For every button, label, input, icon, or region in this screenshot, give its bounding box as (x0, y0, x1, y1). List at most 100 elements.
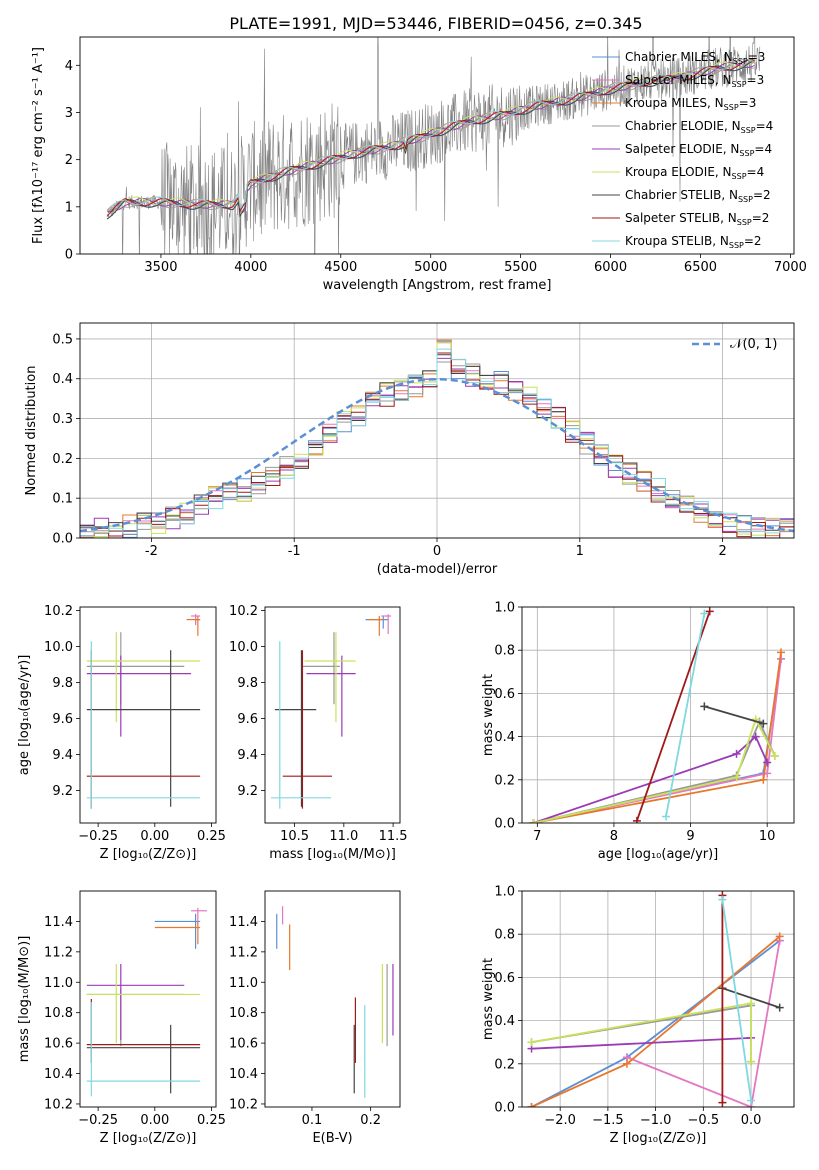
x-axis-label: age [log₁₀(age/yr)] (598, 847, 719, 862)
y-tick-label: 9.4 (52, 748, 73, 763)
y-tick-label: 11.2 (44, 945, 73, 960)
weight-marker (527, 1038, 536, 1047)
y-tick-label: 9.8 (52, 676, 73, 691)
plot-area (86, 907, 207, 1097)
x-tick-label: 2 (718, 544, 726, 559)
x-tick-label: 0.0 (741, 1113, 762, 1128)
x-tick-label: 10.5 (280, 829, 309, 844)
y-tick-label: 10.6 (229, 1037, 258, 1052)
y-tick-label: 1.0 (494, 885, 515, 900)
model-fit-line (106, 58, 755, 212)
normal-curve (80, 377, 794, 533)
weight-marker (705, 607, 714, 616)
x-tick-label: 10 (759, 829, 776, 844)
y-tick-label: 0.4 (494, 730, 515, 745)
y-tick-label: 11.0 (229, 976, 258, 991)
x-tick-label: 4000 (234, 260, 267, 275)
x-tick-label: 6000 (594, 260, 627, 275)
weight-marker (759, 775, 768, 784)
weight-marker (776, 648, 785, 657)
axes-frame (79, 322, 795, 539)
plot-area (106, 37, 761, 254)
weight-marker (527, 1103, 536, 1107)
chart-mass-vs-EBV: 0.1 0.2 10.2 10.4 10.6 10.8 11.0 11.2 11.4 E(B-V) (229, 890, 401, 1146)
histogram-step (80, 348, 794, 535)
plot-area (80, 323, 794, 538)
weight-line (626, 940, 781, 1107)
axes-frame (264, 890, 401, 1108)
y-tick-label: 0.8 (494, 928, 515, 943)
y-tick-label: 0.0 (494, 817, 515, 832)
weight-marker (662, 812, 671, 821)
weight-line (704, 705, 764, 725)
x-tick-label: 0 (433, 544, 441, 559)
model-fit-line (106, 60, 755, 216)
y-tick-label: 0.8 (494, 644, 515, 659)
x-tick-label: 11.5 (379, 829, 408, 844)
x-axis-label: mass [log₁₀(M/M⊙)] (269, 847, 396, 862)
legend-label: Kroupa MILES, NSSP=3 (625, 96, 756, 112)
y-tick-label: 0.1 (52, 492, 73, 507)
y-tick-label: 3 (65, 106, 73, 121)
x-tick-label: -2 (145, 544, 158, 559)
weight-marker (775, 1003, 784, 1012)
legend-label: Kroupa ELODIE, NSSP=4 (625, 165, 764, 181)
y-tick-label: 1.0 (494, 601, 515, 616)
x-tick-label: −1.0 (640, 1113, 672, 1128)
x-axis-label: (data-model)/error (377, 562, 498, 577)
x-axis-label: wavelength [Angstrom, rest frame] (323, 278, 552, 293)
x-tick-label: 4500 (324, 260, 357, 275)
y-axis-label: mass weight (481, 674, 496, 756)
weight-line (531, 1037, 752, 1050)
axes-frame (79, 36, 795, 255)
chart-residual-histogram: -2 -1 0 1 2 0.0 0.1 0.2 0.3 0.4 0.5 𝒩(0, 1) (data-mo… (24, 322, 795, 577)
y-tick-label: 10.2 (229, 1097, 258, 1112)
legend-label: Chabrier MILES, NSSP=3 (625, 50, 765, 66)
y-tick-label: 0.0 (494, 1101, 515, 1116)
weight-marker (732, 773, 741, 782)
x-tick-label: 0.00 (140, 1113, 169, 1128)
x-tick-label: 7 (533, 829, 541, 844)
plot-area (276, 906, 394, 1098)
weight-marker (700, 609, 709, 618)
model-fit-line (106, 62, 755, 216)
x-tick-label: −0.25 (78, 829, 118, 844)
weight-marker (770, 752, 779, 761)
y-tick-label: 9.2 (52, 784, 73, 799)
y-tick-label: 0.3 (52, 412, 73, 427)
y-tick-label: 10.2 (44, 604, 73, 619)
y-tick-label: 1 (65, 200, 73, 215)
weight-marker (732, 749, 741, 758)
x-axis-label: E(B-V) (312, 1131, 352, 1146)
y-tick-label: 0.6 (494, 687, 515, 702)
x-tick-label: 0.1 (302, 1113, 323, 1128)
plot-area (522, 891, 794, 1107)
weight-marker (718, 1098, 727, 1107)
legend-label: Salpeter MILES, NSSP=3 (625, 73, 764, 89)
y-tick-label: 10.0 (229, 640, 258, 655)
chart-age-vs-mass: 10.5 11.0 11.5 9.2 9.4 9.6 9.8 10.0 10.2 mass [lo… (229, 604, 408, 862)
weight-marker (622, 1059, 631, 1068)
weight-marker (632, 816, 641, 823)
y-tick-label: 0.2 (494, 773, 515, 788)
legend-label: Salpeter STELIB, NSSP=2 (625, 211, 769, 227)
weight-marker (747, 1057, 756, 1066)
y-tick-label: 11.4 (44, 915, 73, 930)
weight-line (533, 719, 776, 823)
plot-area (270, 614, 392, 809)
chart-spectrum: 3500 4000 4500 5000 5500 6000 6500 7000 0 1 2 3 4 Cha… (31, 36, 807, 293)
axes-frame (521, 890, 795, 1108)
x-tick-label: −2.0 (544, 1113, 576, 1128)
y-tick-label: 11.4 (229, 915, 258, 930)
x-tick-label: 11.0 (329, 829, 358, 844)
y-tick-label: 0.5 (52, 332, 73, 347)
y-tick-label: 0 (65, 248, 73, 263)
y-tick-label: 10.8 (44, 1006, 73, 1021)
y-tick-label: 9.4 (237, 748, 258, 763)
y-axis-label: Flux [fλ10⁻¹⁷ erg cm⁻² s⁻¹ A⁻¹] (31, 47, 46, 244)
x-tick-label: 0.00 (140, 829, 169, 844)
y-tick-label: 0.2 (52, 452, 73, 467)
axes-frame (79, 606, 217, 824)
y-tick-label: 2 (65, 153, 73, 168)
